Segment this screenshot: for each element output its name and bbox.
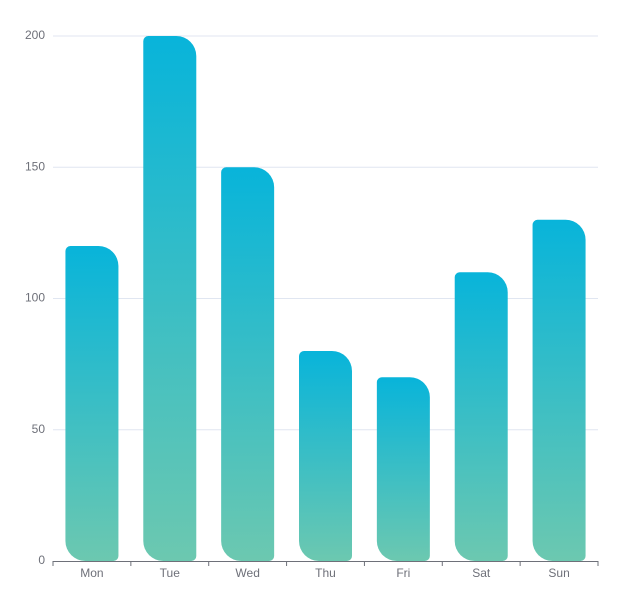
bar (65, 246, 119, 561)
x-tick-label: Sat (472, 566, 491, 580)
x-tick-label: Wed (235, 566, 259, 580)
x-tick-label: Tue (160, 566, 181, 580)
y-tick-label: 200 (25, 28, 45, 42)
bar (454, 272, 508, 561)
y-tick-label: 100 (25, 291, 45, 305)
y-tick-label: 150 (25, 159, 45, 173)
bar (143, 36, 197, 561)
y-tick-label: 0 (38, 553, 45, 567)
bar (532, 219, 586, 561)
y-tick-label: 50 (32, 422, 46, 436)
x-tick-label: Fri (396, 566, 410, 580)
bar (221, 167, 275, 561)
x-tick-label: Mon (80, 566, 103, 580)
x-tick-label: Sun (548, 566, 569, 580)
bar (299, 351, 352, 561)
x-tick-label: Thu (315, 566, 336, 580)
bar (376, 377, 430, 561)
